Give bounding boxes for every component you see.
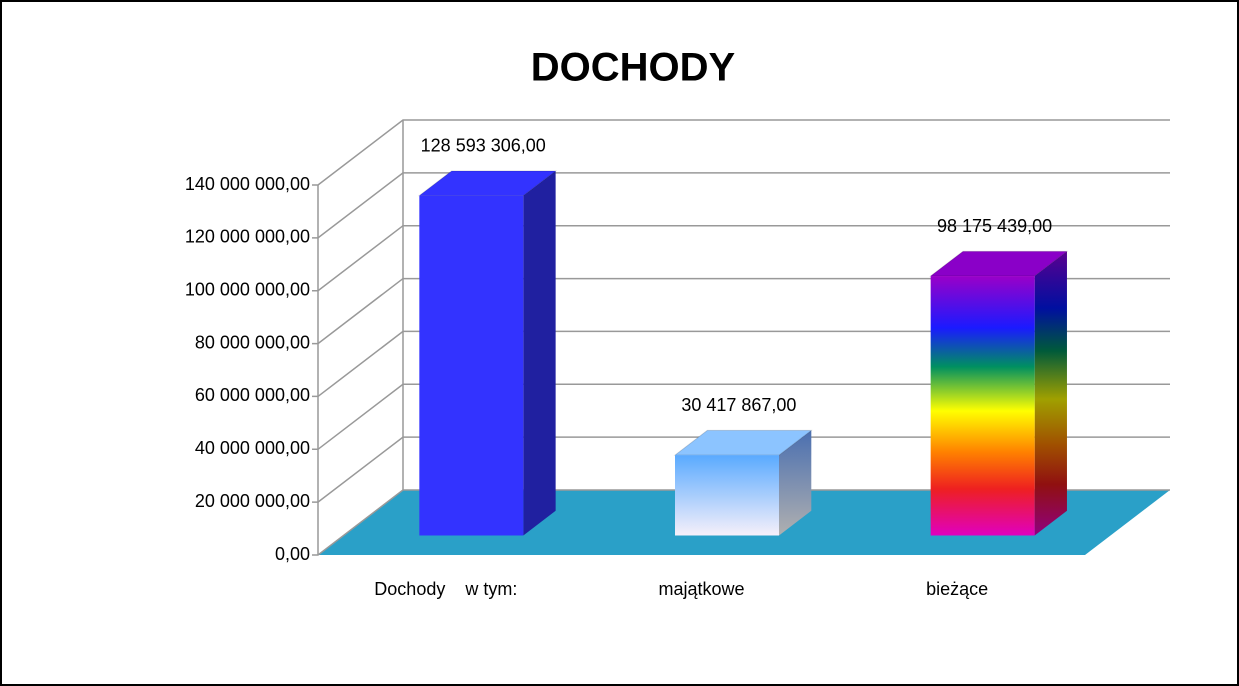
- value-label: 128 593 306,00: [421, 136, 546, 156]
- grid-line: [312, 383, 1170, 451]
- bar-side: [779, 430, 812, 536]
- grid-line: [312, 119, 1170, 186]
- grid-line: [312, 330, 1170, 398]
- y-tick-label: 140 000 000,00: [185, 174, 310, 194]
- y-tick-label: 80 000 000,00: [195, 332, 310, 352]
- grid-line: [312, 172, 1170, 239]
- chart-title: DOCHODY: [531, 46, 736, 90]
- bar: [419, 195, 524, 536]
- bar-side: [1034, 251, 1067, 536]
- value-label: 98 175 439,00: [937, 216, 1052, 236]
- y-tick-label: 120 000 000,00: [185, 227, 310, 247]
- x-tick-label: majątkowe: [658, 579, 744, 599]
- grid-line: [312, 224, 1170, 292]
- x-tick-label: Dochody w tym:: [374, 579, 517, 599]
- bar: [675, 455, 779, 536]
- y-tick-label: 100 000 000,00: [185, 279, 310, 299]
- grid-line: [312, 277, 1170, 345]
- y-tick-label: 20 000 000,00: [195, 491, 310, 511]
- bar-side: [523, 170, 556, 536]
- y-tick-label: 40 000 000,00: [195, 438, 310, 458]
- value-label: 30 417 867,00: [681, 395, 796, 415]
- bar: [930, 276, 1035, 536]
- y-tick-label: 0,00: [275, 544, 310, 564]
- y-tick-label: 60 000 000,00: [195, 385, 310, 405]
- x-tick-label: bieżące: [926, 579, 988, 599]
